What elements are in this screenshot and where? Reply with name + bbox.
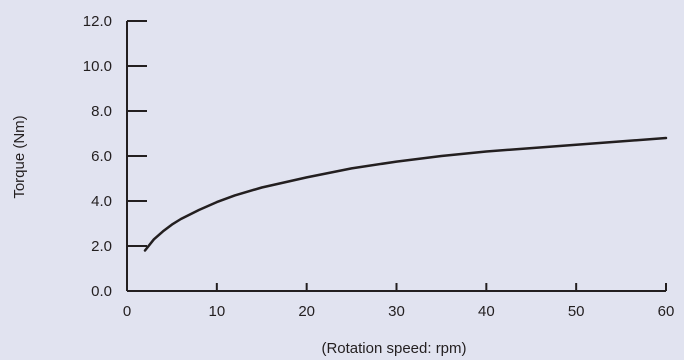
y-tick-label: 10.0 bbox=[83, 58, 112, 75]
x-axis-ticks: 0 10 20 30 40 50 60 bbox=[123, 283, 675, 320]
y-axis-label: Torque (Nm) bbox=[11, 115, 28, 198]
series-group bbox=[143, 136, 668, 252]
x-tick-label: 10 bbox=[208, 303, 225, 320]
x-tick-label: 60 bbox=[658, 303, 675, 320]
y-tick-label: 6.0 bbox=[91, 148, 112, 165]
y-tick-label: 2.0 bbox=[91, 238, 112, 255]
x-tick-label: 20 bbox=[298, 303, 315, 320]
y-tick-label: 4.0 bbox=[91, 193, 112, 210]
y-axis-ticks: 0.0 2.0 4.0 6.0 8.0 10.0 12.0 bbox=[83, 13, 147, 300]
y-tick-label: 0.0 bbox=[91, 283, 112, 300]
torque-series-line bbox=[143, 136, 668, 252]
x-tick-label: 30 bbox=[388, 303, 405, 320]
y-tick-label: 8.0 bbox=[91, 103, 112, 120]
x-axis-label: (Rotation speed: rpm) bbox=[321, 340, 466, 357]
x-tick-label: 40 bbox=[478, 303, 495, 320]
y-tick-label: 12.0 bbox=[83, 13, 112, 30]
x-tick-label: 50 bbox=[568, 303, 585, 320]
axes bbox=[126, 21, 666, 292]
x-tick-label: 0 bbox=[123, 303, 131, 320]
